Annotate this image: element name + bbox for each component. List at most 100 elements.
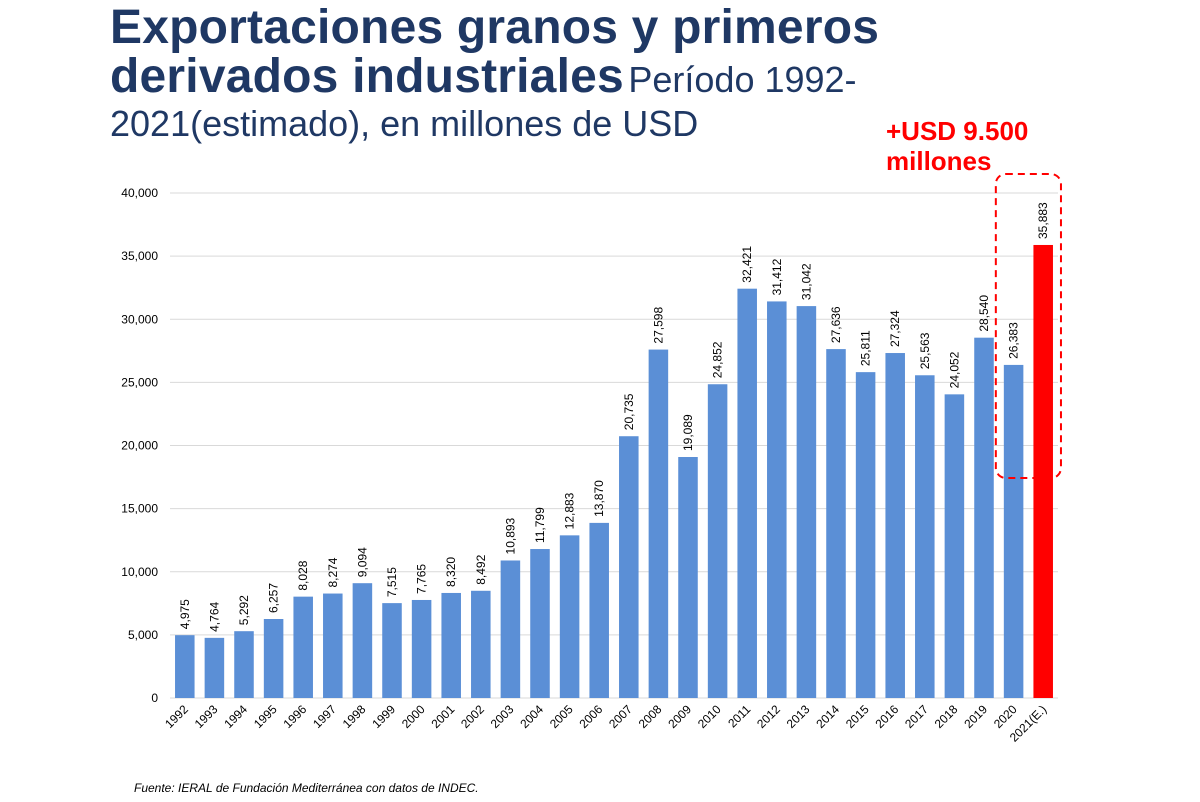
bar <box>767 301 787 698</box>
y-tick-label: 25,000 <box>121 375 158 389</box>
y-tick-label: 20,000 <box>121 439 158 453</box>
x-tick-label: 2003 <box>488 702 517 731</box>
data-label: 27,636 <box>829 306 843 343</box>
bar <box>263 619 284 698</box>
bar <box>175 635 195 698</box>
data-label: 4,764 <box>207 601 221 631</box>
x-tick-label: 2016 <box>873 702 902 731</box>
data-label: 24,852 <box>711 341 725 378</box>
data-label: 8,320 <box>444 557 458 587</box>
data-label: 4,975 <box>178 599 192 629</box>
bar <box>619 436 639 698</box>
x-tick-label: 2004 <box>517 702 546 731</box>
x-tick-label: 2002 <box>458 702 487 731</box>
x-tick-label: 2009 <box>665 702 694 731</box>
data-labels: 4,975 4,764 5,292 6,257 8,028 8,274 9,094 7,515… <box>178 202 1050 632</box>
title-bold-line2: derivados industriales <box>110 49 624 103</box>
data-label: 6,257 <box>267 583 281 613</box>
data-label: 31,412 <box>770 258 784 295</box>
data-label: 27,598 <box>651 307 665 344</box>
title-light-part: Período 1992- <box>628 58 857 100</box>
bar <box>915 375 935 698</box>
bar <box>323 593 343 698</box>
x-tick-label: 2012 <box>754 702 783 731</box>
callout-line2: millones <box>886 146 992 176</box>
x-tick-label: 2007 <box>606 702 635 731</box>
bar <box>1033 244 1053 699</box>
y-tick-label: 5,000 <box>128 628 158 642</box>
data-label: 32,421 <box>740 246 754 283</box>
bar <box>648 349 669 698</box>
x-tick-label: 2000 <box>399 702 428 731</box>
bar <box>293 596 313 698</box>
bar <box>411 599 432 698</box>
x-tick-label: 2014 <box>813 702 842 731</box>
y-tick-label: 15,000 <box>121 502 158 516</box>
x-tick-label: 2015 <box>843 702 872 731</box>
bar <box>441 592 461 698</box>
data-label: 26,383 <box>1007 322 1021 359</box>
x-axis-ticks: 1992 1993 1994 1995 1996 1997 1998 1999 2000 2001… <box>162 702 1049 745</box>
x-tick-label: 1997 <box>310 702 339 731</box>
y-axis-ticks: 0 5,000 10,000 15,000 20,000 25,000 30,000 35,0… <box>121 186 158 705</box>
bar <box>826 349 846 698</box>
bar <box>589 522 609 698</box>
bar <box>855 372 876 698</box>
y-tick-label: 0 <box>151 691 158 705</box>
title-bold-line1: Exportaciones granos y primeros <box>110 1 880 54</box>
bar <box>796 306 817 698</box>
bars <box>175 244 1053 699</box>
x-tick-label: 2010 <box>695 702 724 731</box>
source-note: Fuente: IERAL de Fundación Mediterránea … <box>134 781 479 795</box>
data-label: 20,735 <box>622 393 636 430</box>
data-label: 25,563 <box>918 332 932 369</box>
data-label: 11,799 <box>533 507 547 543</box>
data-label: 8,028 <box>296 560 310 590</box>
y-tick-label: 40,000 <box>121 186 158 200</box>
data-label: 9,094 <box>355 547 369 577</box>
data-label: 12,883 <box>563 492 577 529</box>
data-label: 28,540 <box>977 295 991 332</box>
title-line3: 2021(estimado), en millones de USD <box>110 102 699 144</box>
x-tick-label: 2001 <box>429 702 458 731</box>
data-label: 35,883 <box>1036 202 1050 239</box>
x-tick-label: 2017 <box>902 702 931 731</box>
data-label: 24,052 <box>947 351 961 388</box>
bar <box>707 384 728 698</box>
x-tick-label: 1999 <box>369 702 398 731</box>
bar <box>559 535 580 698</box>
data-label: 7,515 <box>385 567 399 597</box>
data-label: 19,089 <box>681 414 695 451</box>
data-label: 31,042 <box>799 263 813 300</box>
bar <box>737 288 757 698</box>
bar <box>678 457 698 698</box>
x-tick-label: 1994 <box>221 702 250 731</box>
data-label: 10,893 <box>503 517 517 554</box>
gridlines <box>170 192 1058 699</box>
x-tick-label: 1993 <box>192 702 221 731</box>
data-label: 25,811 <box>859 330 873 366</box>
x-tick-label: 1996 <box>281 702 310 731</box>
x-tick-label: 1995 <box>251 702 280 731</box>
bar <box>1003 364 1024 698</box>
bar <box>352 583 373 698</box>
bar <box>471 590 491 698</box>
bar <box>500 560 521 698</box>
data-label: 5,292 <box>237 595 251 625</box>
x-tick-label: 2006 <box>577 702 606 731</box>
x-tick-label: 2008 <box>636 702 665 731</box>
data-label: 13,870 <box>592 480 606 517</box>
bar <box>382 603 402 698</box>
data-label: 7,765 <box>415 564 429 594</box>
x-tick-label: 1992 <box>162 702 191 731</box>
bar <box>234 631 254 698</box>
bar <box>530 549 550 698</box>
bar <box>204 637 225 698</box>
data-label: 8,492 <box>474 554 488 584</box>
y-tick-label: 35,000 <box>121 249 158 263</box>
x-tick-label: 2019 <box>961 702 990 731</box>
x-tick-label: 2005 <box>547 702 576 731</box>
bar <box>944 394 965 698</box>
data-label: 8,274 <box>326 557 340 587</box>
